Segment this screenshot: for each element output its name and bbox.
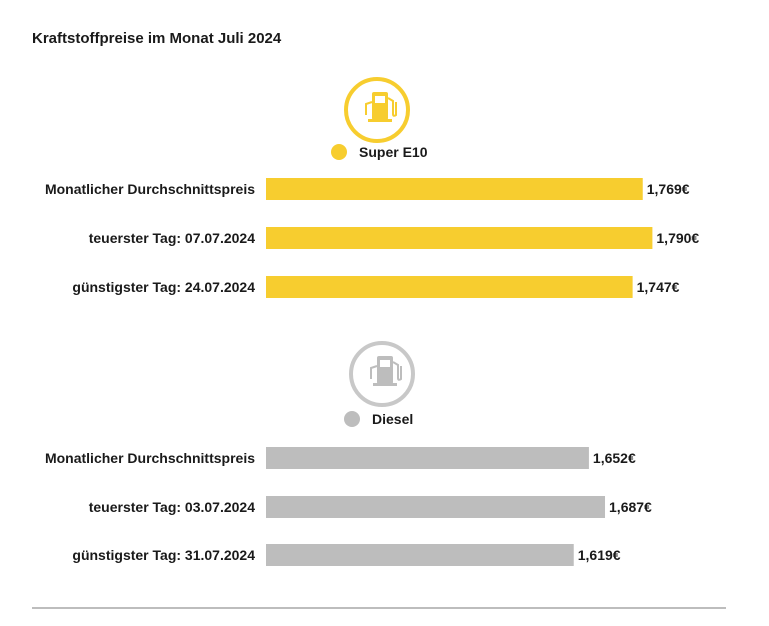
value-label: 1,769€	[647, 181, 690, 197]
bar	[266, 276, 633, 298]
value-label: 1,652€	[593, 450, 636, 466]
diesel-fuel-pump-icon	[349, 341, 415, 407]
category-label: teuerster Tag: 03.07.2024	[89, 499, 255, 515]
super-e10-fuel-pump-icon	[344, 77, 410, 143]
bar	[266, 496, 606, 518]
category-label: günstigster Tag: 24.07.2024	[72, 279, 255, 295]
chart-title: Kraftstoffpreise im Monat Juli 2024	[32, 30, 282, 47]
category-label: Monatlicher Durchschnittspreis	[45, 181, 255, 197]
legend-label-1: Diesel	[372, 411, 413, 427]
value-label: 1,790€	[656, 230, 699, 246]
category-label: günstigster Tag: 31.07.2024	[72, 547, 255, 563]
bar	[266, 178, 643, 200]
bar	[266, 227, 653, 249]
bar	[266, 447, 589, 469]
footer-divider	[32, 607, 726, 609]
legend-marker-0	[331, 144, 347, 160]
category-label: Monatlicher Durchschnittspreis	[45, 450, 255, 466]
legend-marker-1	[344, 411, 360, 427]
value-label: 1,747€	[637, 279, 680, 295]
bar	[266, 544, 574, 566]
value-label: 1,619€	[578, 547, 621, 563]
legend-label-0: Super E10	[359, 144, 428, 160]
category-label: teuerster Tag: 07.07.2024	[89, 230, 255, 246]
value-label: 1,687€	[609, 499, 652, 515]
